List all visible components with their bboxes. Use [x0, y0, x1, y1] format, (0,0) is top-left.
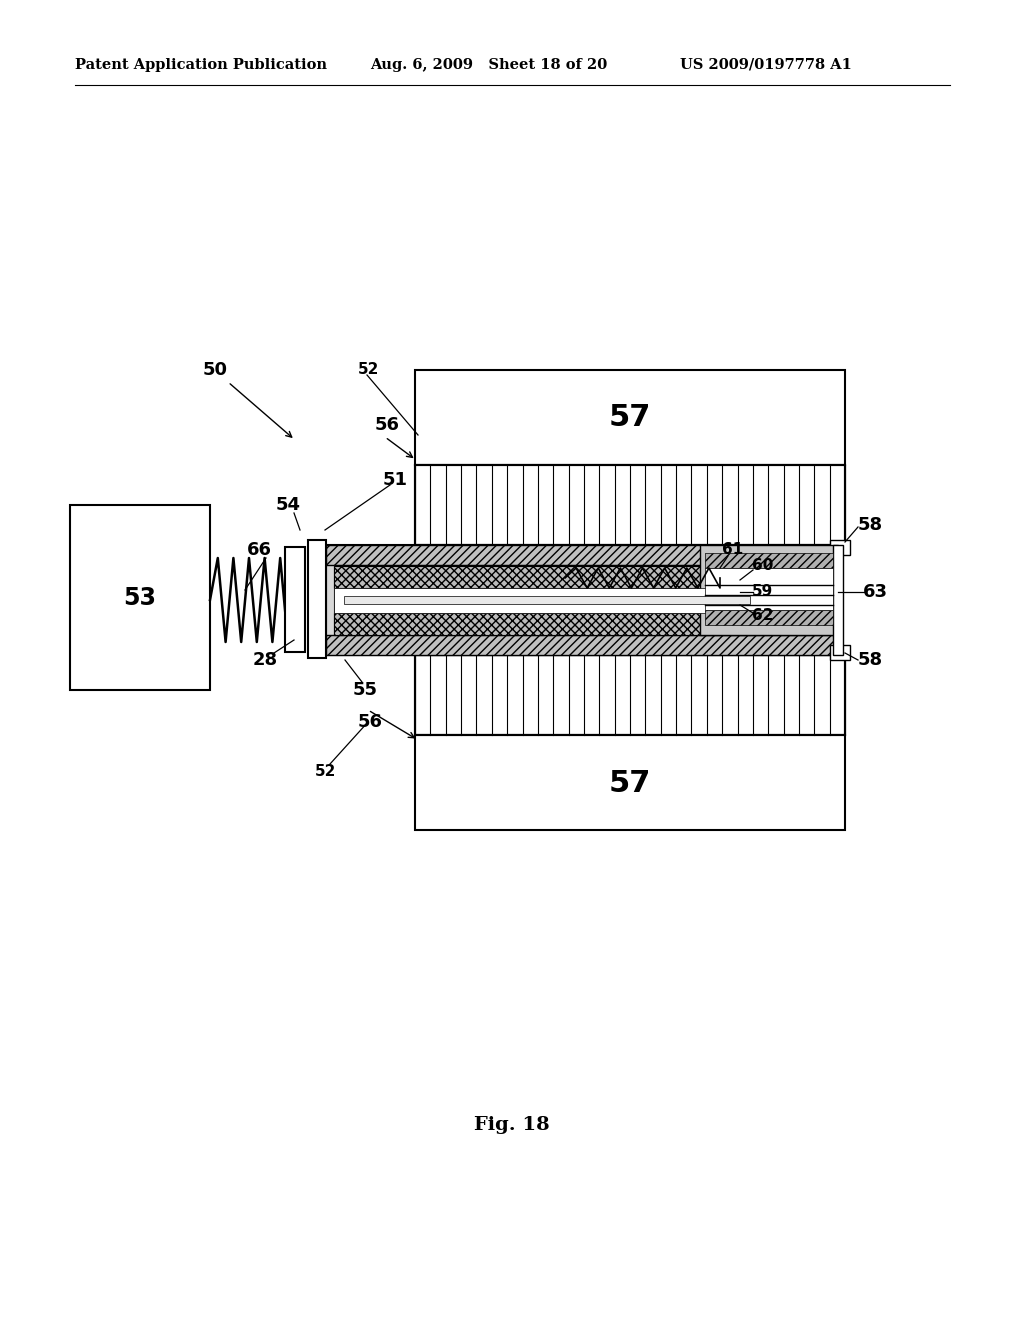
Text: 53: 53 [124, 586, 157, 610]
Bar [334, 566, 750, 587]
Text: 62: 62 [752, 607, 773, 623]
Text: 58: 58 [857, 651, 883, 669]
Text: 52: 52 [358, 363, 379, 378]
Bar [415, 655, 845, 735]
Bar [415, 370, 845, 465]
Bar [70, 506, 210, 690]
Text: 50: 50 [203, 360, 227, 379]
Text: 58: 58 [857, 516, 883, 535]
Text: 57: 57 [609, 768, 651, 797]
Bar [415, 465, 845, 545]
Bar [415, 735, 845, 830]
Text: Fig. 18: Fig. 18 [474, 1115, 550, 1134]
Text: 63: 63 [862, 583, 888, 601]
Text: 56: 56 [375, 416, 399, 434]
Bar [830, 540, 850, 554]
Bar [334, 587, 750, 612]
Bar [705, 553, 833, 568]
Bar [700, 545, 838, 635]
Text: 54: 54 [275, 496, 300, 513]
Text: 66: 66 [247, 541, 271, 558]
Bar [334, 565, 830, 635]
Text: 55: 55 [352, 681, 378, 700]
Bar [326, 635, 838, 655]
Text: 51: 51 [383, 471, 408, 488]
Text: 61: 61 [722, 543, 743, 557]
Text: 60: 60 [752, 557, 773, 573]
Bar [415, 655, 845, 735]
Bar [334, 612, 750, 635]
Text: 52: 52 [315, 764, 336, 780]
Bar [833, 545, 843, 655]
Bar [830, 645, 850, 660]
Text: Aug. 6, 2009   Sheet 18 of 20: Aug. 6, 2009 Sheet 18 of 20 [370, 58, 607, 73]
Text: Patent Application Publication: Patent Application Publication [75, 58, 327, 73]
Bar [326, 545, 838, 565]
Bar [308, 540, 326, 657]
Bar [705, 568, 833, 610]
Text: US 2009/0197778 A1: US 2009/0197778 A1 [680, 58, 852, 73]
Bar [705, 610, 833, 624]
Text: 59: 59 [752, 585, 773, 599]
Bar [415, 465, 845, 545]
Text: 57: 57 [609, 404, 651, 433]
Text: 56: 56 [357, 713, 383, 731]
Bar [344, 597, 750, 605]
Bar [285, 546, 305, 652]
Bar [326, 545, 838, 655]
Text: 28: 28 [253, 651, 278, 669]
